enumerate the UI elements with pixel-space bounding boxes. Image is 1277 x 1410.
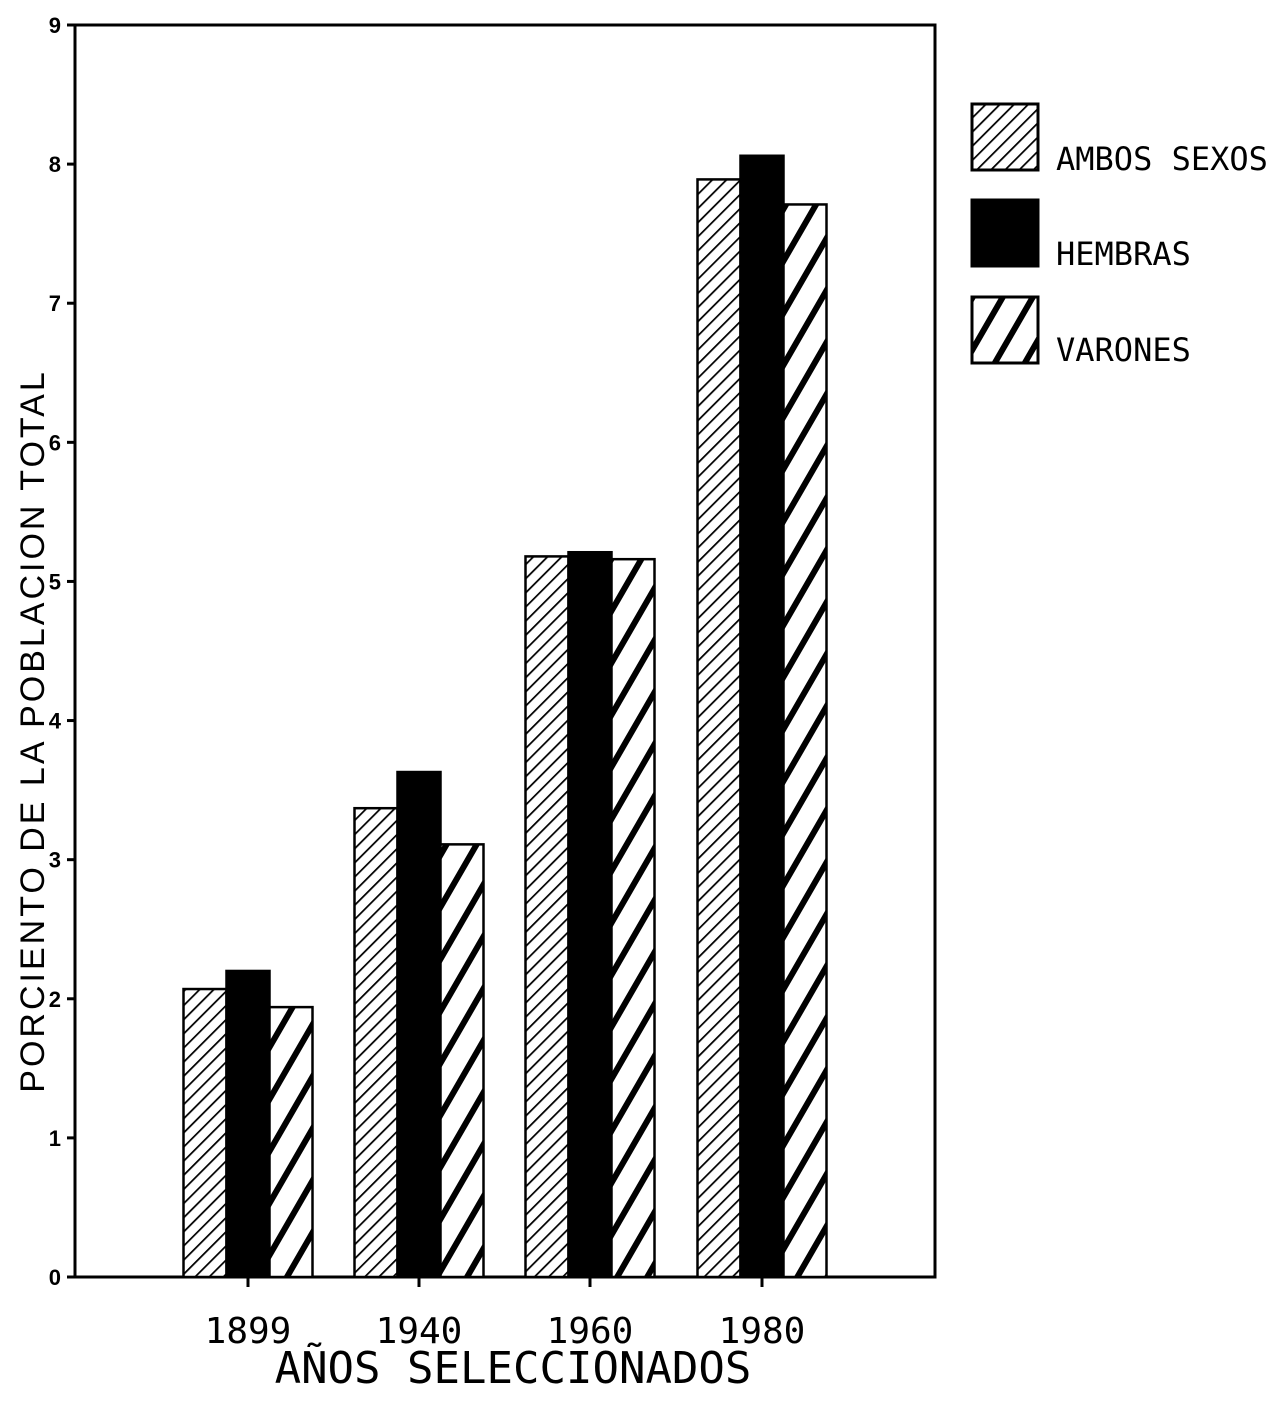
y-tick-label: 0 xyxy=(49,1265,61,1290)
y-tick-label: 2 xyxy=(49,987,61,1012)
y-tick-label: 9 xyxy=(49,13,61,38)
y-tick-label: 1 xyxy=(49,1126,61,1151)
x-tick-label: 1940 xyxy=(376,1311,463,1352)
y-tick-label: 5 xyxy=(49,569,61,594)
y-tick-label: 4 xyxy=(49,709,62,734)
bar-varones-1980 xyxy=(782,203,828,1279)
legend-label: AMBOS SEXOS xyxy=(1056,140,1268,178)
x-axis-ticks: 1899 1940 1960 1980 xyxy=(205,1277,806,1352)
x-tick-label: 1980 xyxy=(719,1311,806,1352)
bars xyxy=(182,154,828,1279)
y-tick-label: 3 xyxy=(49,848,61,873)
bar-ambos-sexos-1940 xyxy=(353,806,399,1279)
bar-varones-1960 xyxy=(610,557,656,1279)
bar-ambos-sexos-1960 xyxy=(524,555,570,1279)
bar-ambos-sexos-1980 xyxy=(696,178,742,1279)
y-axis-ticks: 0 1 2 3 4 5 6 7 8 9 xyxy=(49,13,75,1290)
y-tick-label: 8 xyxy=(49,152,61,177)
bar-hembras-1899 xyxy=(225,969,271,1279)
plot-frame xyxy=(73,23,937,1279)
bar-hembras-1960 xyxy=(567,550,613,1279)
legend: AMBOS SEXOS HEMBRAS VARONES xyxy=(970,102,1268,369)
axes: 0 1 2 3 4 5 6 7 8 9 1899 1940 1960 1980 xyxy=(49,13,937,1352)
legend-swatch-ambos-sexos xyxy=(970,102,1040,172)
bar-varones-1899 xyxy=(268,1005,314,1279)
bar-varones-1940 xyxy=(439,843,485,1279)
y-axis-title: PORCIENTO DE LA POBLACION TOTAL xyxy=(14,369,52,1092)
y-tick-label: 7 xyxy=(49,291,61,316)
legend-swatch-varones xyxy=(970,295,1040,365)
legend-label: VARONES xyxy=(1056,331,1191,369)
x-tick-label: 1960 xyxy=(547,1311,634,1352)
x-axis-title: AÑOS SELECCIONADOS xyxy=(275,1342,752,1394)
x-tick-label: 1899 xyxy=(205,1311,292,1352)
y-tick-label: 6 xyxy=(49,430,61,455)
legend-swatch-hembras xyxy=(970,198,1040,268)
bar-hembras-1940 xyxy=(396,770,442,1279)
bar-ambos-sexos-1899 xyxy=(182,987,228,1279)
bar-hembras-1980 xyxy=(739,154,785,1279)
legend-label: HEMBRAS xyxy=(1056,235,1191,273)
